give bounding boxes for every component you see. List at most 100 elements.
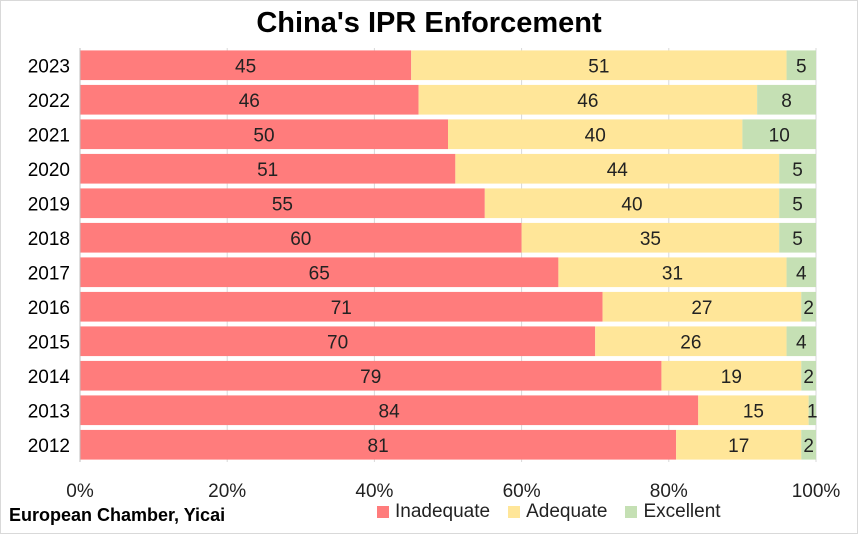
bar-excellent-2014 [801, 360, 816, 391]
data-label: 46 [577, 91, 598, 112]
x-tick-label: 80% [650, 481, 688, 502]
bar-inadequate-2020 [80, 153, 456, 184]
legend-item-adequate: Adequate [508, 501, 607, 523]
bar-adequate-2019 [484, 188, 780, 219]
data-label: 5 [792, 229, 803, 250]
category-label: 2012 [28, 436, 70, 457]
category-label: 2021 [28, 125, 70, 146]
data-label: 31 [662, 263, 683, 284]
bar-excellent-2022 [757, 84, 816, 115]
data-label: 65 [309, 263, 330, 284]
bar-excellent-2023 [786, 50, 816, 81]
x-tick-label: 40% [355, 481, 393, 502]
data-label: 51 [588, 56, 609, 77]
data-label: 8 [781, 91, 792, 112]
legend-swatch-excellent [625, 506, 638, 518]
bar-inadequate-2013 [80, 395, 699, 426]
bar-excellent-2017 [786, 257, 816, 288]
category-label: 2013 [28, 401, 70, 422]
x-tick-label: 20% [208, 481, 246, 502]
data-label: 17 [728, 436, 749, 457]
chart-title: China's IPR Enforcement [256, 7, 602, 39]
category-label: 2023 [28, 56, 70, 77]
bar-adequate-2018 [521, 222, 780, 253]
x-tick-label: 100% [792, 481, 841, 502]
bar-excellent-2016 [801, 291, 816, 322]
data-label: 5 [792, 194, 803, 215]
bar-adequate-2022 [418, 84, 758, 115]
bar-adequate-2020 [455, 153, 780, 184]
bar-adequate-2017 [558, 257, 787, 288]
bar-inadequate-2021 [80, 119, 448, 150]
legend-swatch-inadequate [377, 506, 389, 518]
data-label: 46 [239, 91, 260, 112]
data-label: 81 [368, 436, 389, 457]
bar-adequate-2016 [602, 291, 802, 322]
bar-inadequate-2014 [80, 360, 662, 391]
bar-adequate-2014 [661, 360, 802, 391]
data-label: 1 [807, 401, 818, 422]
bar-inadequate-2018 [80, 222, 522, 253]
legend-label-adequate: Adequate [526, 501, 608, 522]
data-label: 4 [796, 263, 807, 284]
data-label: 44 [607, 160, 629, 181]
bar-inadequate-2016 [80, 291, 603, 322]
data-label: 26 [680, 332, 701, 353]
legend-swatch-adequate [508, 506, 521, 518]
legend-label-inadequate: Inadequate [395, 501, 491, 522]
category-label: 2019 [28, 194, 70, 215]
source-note: European Chamber, Yicai [9, 505, 226, 525]
bar-excellent-2013 [808, 395, 816, 426]
x-tick-label: 60% [503, 481, 541, 502]
bar-excellent-2019 [779, 188, 816, 219]
bar-adequate-2012 [676, 429, 802, 460]
bar-excellent-2020 [779, 153, 816, 184]
bar-excellent-2018 [779, 222, 816, 253]
legend: Inadequate Adequate Excellent [377, 501, 721, 523]
data-label: 2 [803, 298, 814, 319]
bar-excellent-2015 [786, 326, 816, 357]
bar-inadequate-2022 [80, 84, 419, 115]
data-label: 19 [721, 367, 742, 388]
data-label: 2 [803, 367, 814, 388]
data-label: 5 [792, 160, 803, 181]
legend-label-excellent: Excellent [643, 501, 721, 522]
data-label: 4 [796, 332, 807, 353]
bar-inadequate-2015 [80, 326, 596, 357]
category-label: 2015 [28, 332, 70, 353]
data-label: 40 [621, 194, 642, 215]
bar-excellent-2012 [801, 429, 816, 460]
bar-inadequate-2023 [80, 50, 412, 81]
category-label: 2018 [28, 229, 70, 250]
data-label: 79 [360, 367, 381, 388]
data-label: 10 [769, 125, 790, 146]
data-label: 40 [585, 125, 606, 146]
data-label: 51 [257, 160, 278, 181]
category-label: 2020 [28, 160, 70, 181]
bar-inadequate-2012 [80, 429, 677, 460]
bar-adequate-2023 [411, 50, 787, 81]
data-label: 2 [803, 436, 814, 457]
data-label: 84 [379, 401, 401, 422]
data-label: 5 [796, 56, 807, 77]
data-label: 50 [253, 125, 274, 146]
data-label: 70 [327, 332, 348, 353]
category-label: 2022 [28, 91, 70, 112]
data-label: 27 [691, 298, 712, 319]
data-label: 15 [743, 401, 764, 422]
category-label: 2014 [28, 367, 71, 388]
category-label: 2016 [28, 298, 70, 319]
x-tick-label: 0% [66, 481, 94, 502]
data-label: 45 [235, 56, 256, 77]
bar-adequate-2015 [595, 326, 787, 357]
legend-item-inadequate: Inadequate [377, 501, 490, 523]
category-label: 2017 [28, 263, 70, 284]
data-label: 60 [290, 229, 311, 250]
data-label: 35 [640, 229, 661, 250]
bar-inadequate-2017 [80, 257, 559, 288]
bar-adequate-2013 [698, 395, 809, 426]
bar-inadequate-2019 [80, 188, 485, 219]
legend-item-excellent: Excellent [625, 501, 721, 523]
